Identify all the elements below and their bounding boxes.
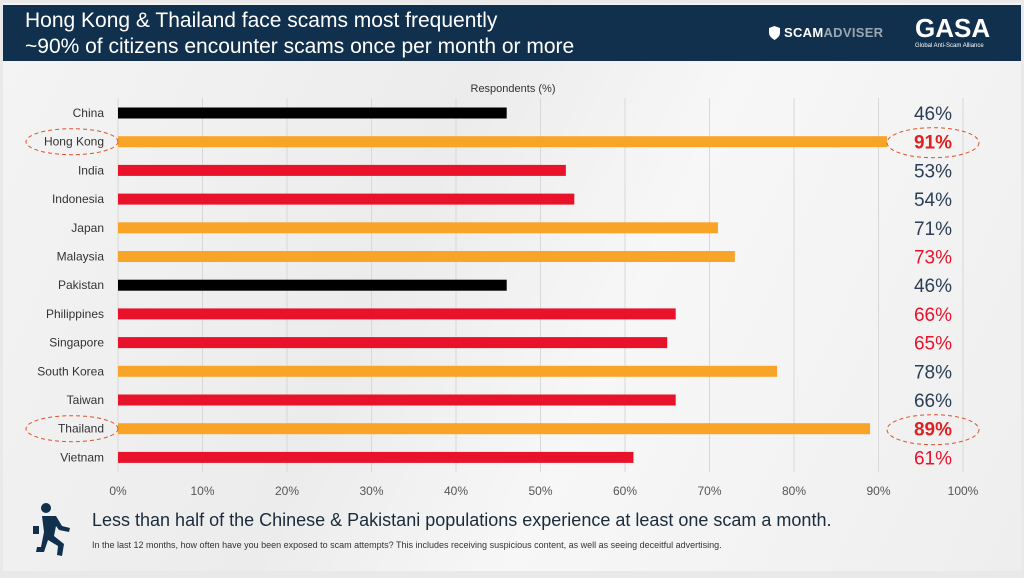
x-tick-label: 90% — [866, 484, 890, 498]
highlight-circle — [886, 127, 980, 159]
title: Hong Kong & Thailand face scams most fre… — [25, 9, 498, 32]
category-label: Indonesia — [52, 192, 104, 206]
x-tick-label: 10% — [190, 484, 214, 498]
bar — [118, 337, 668, 349]
logo-text-adviser: ADVISER — [823, 25, 884, 40]
category-label: India — [78, 163, 104, 177]
scamadviser-logo: SCAMADVISER — [769, 25, 883, 41]
value-label: 53% — [914, 161, 952, 182]
bar — [118, 107, 507, 119]
footer-headline: Less than half of the Chinese & Pakistan… — [92, 510, 832, 530]
gasa-logo: GASA Global Anti-Scam Alliance — [915, 14, 990, 50]
footer-note: In the last 12 months, how often have yo… — [92, 540, 722, 550]
category-label: Vietnam — [60, 450, 104, 464]
value-label: 66% — [914, 305, 952, 326]
x-tick-label: 20% — [275, 484, 299, 498]
bar — [118, 222, 718, 234]
bar — [118, 451, 634, 463]
category-label: Hong Kong — [44, 135, 104, 149]
x-tick-label: 80% — [782, 484, 806, 498]
bar — [118, 193, 575, 205]
value-label: 91% — [914, 133, 952, 154]
value-label: 65% — [914, 334, 952, 355]
bar — [118, 423, 871, 435]
bar — [118, 365, 778, 377]
value-label: 46% — [914, 104, 952, 125]
logo-text-scam: SCAM — [784, 25, 824, 40]
value-label: 66% — [914, 391, 952, 412]
header: Hong Kong & Thailand face scams most fre… — [3, 5, 1021, 61]
gasa-logo-text: GASA — [915, 13, 991, 43]
highlight-circle — [25, 128, 119, 156]
category-label: South Korea — [37, 364, 104, 378]
shield-icon — [769, 26, 780, 40]
x-tick-label: 40% — [444, 484, 468, 498]
value-label: 54% — [914, 190, 952, 211]
x-tick-label: 70% — [697, 484, 721, 498]
subtitle: ~90% of citizens encounter scams once pe… — [25, 35, 575, 58]
category-label: Taiwan — [67, 393, 104, 407]
bar — [118, 279, 507, 291]
highlight-circle — [886, 414, 980, 446]
x-tick-label: 0% — [109, 484, 127, 498]
bar — [118, 136, 887, 148]
gasa-logo-subtext: Global Anti-Scam Alliance — [915, 43, 984, 49]
bar — [118, 308, 676, 320]
category-label: Japan — [71, 221, 104, 235]
category-label: Philippines — [46, 307, 104, 321]
category-label: Singapore — [49, 336, 104, 350]
category-label: Malaysia — [57, 250, 105, 264]
running-person-icon — [33, 503, 70, 556]
x-tick-label: 50% — [528, 484, 552, 498]
bar — [118, 394, 676, 406]
value-label: 61% — [914, 448, 952, 469]
x-tick-label: 60% — [613, 484, 637, 498]
value-label: 71% — [914, 219, 952, 240]
x-axis-label: Respondents (%) — [471, 83, 556, 95]
category-label: Thailand — [58, 422, 104, 436]
x-tick-label: 100% — [948, 484, 979, 498]
bar — [118, 164, 566, 176]
x-tick-label: 30% — [359, 484, 383, 498]
value-label: 89% — [914, 420, 952, 441]
value-label: 78% — [914, 362, 952, 383]
category-label: China — [73, 106, 105, 120]
bar — [118, 251, 735, 262]
highlight-circle — [25, 415, 119, 443]
value-label: 73% — [914, 248, 952, 269]
category-label: Pakistan — [58, 278, 104, 292]
value-label: 46% — [914, 276, 952, 297]
